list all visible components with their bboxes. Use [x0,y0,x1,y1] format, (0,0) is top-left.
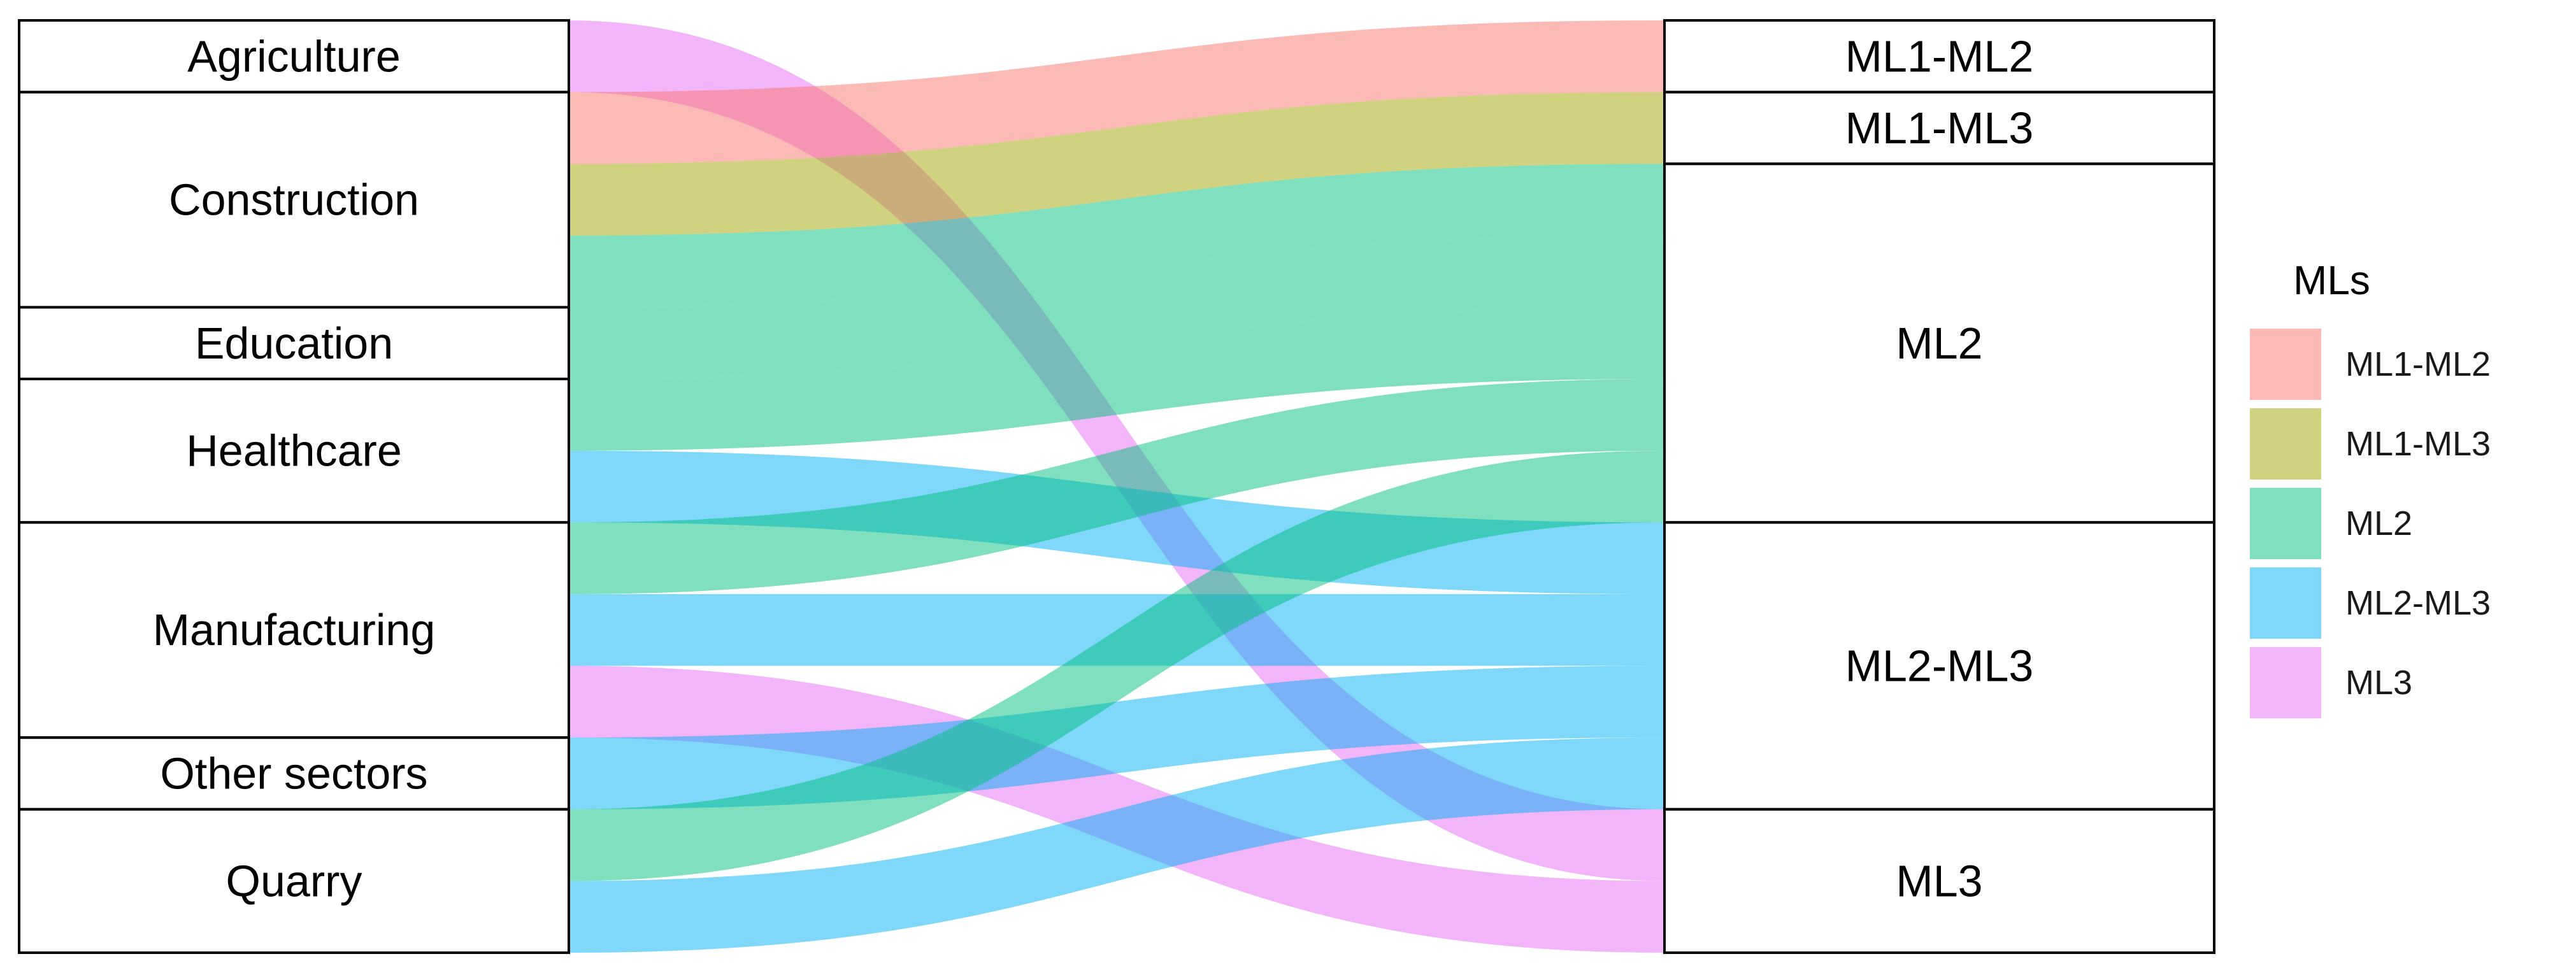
right-stratum-ml3 [1663,808,2215,955]
flow-education-to-ml2 [569,235,1664,380]
flow-healthcare-to-ml2 [569,307,1664,451]
right-axis-strata: ML1-ML2 ML1-ML3 ML2 ML2-ML3 ML3 [1663,19,2215,955]
left-stratum-label-other-sectors: Other sectors [160,748,427,798]
legend-key-ml2 [2250,488,2321,559]
right-stratum-label-ml2: ML2 [1896,318,1982,368]
legend-key-ml2-ml3 [2250,567,2321,639]
legend-key-ml1-ml2 [2250,329,2321,400]
legend-key-ml3 [2250,647,2321,718]
legend-title: MLs [2293,257,2370,303]
legend-label-ml2-ml3: ML2-ML3 [2345,584,2491,622]
flow-quarry-to-ml2 [569,450,1664,881]
flow-construction-to-ml1-ml3 [569,92,1664,236]
flow-manufacturing-to-ml2 [569,379,1664,594]
legend-key-ml1-ml3 [2250,408,2321,480]
legend-label-ml1-ml3: ML1-ML3 [2345,425,2491,463]
left-stratum-label-manufacturing: Manufacturing [153,605,436,655]
flow-construction-to-ml1-ml2 [569,20,1664,164]
right-stratum-label-ml3: ML3 [1896,856,1982,906]
left-stratum-label-quarry: Quarry [226,856,362,906]
flow-group [569,20,1664,953]
left-axis-strata: Agriculture Construction Education Healthca… [18,19,570,955]
flow-manufacturing-to-ml2-ml3 [569,594,1664,666]
left-stratum-label-agriculture: Agriculture [187,31,401,81]
legend-label-ml3: ML3 [2345,664,2412,702]
legend-label-ml2: ML2 [2345,504,2412,543]
left-stratum-quarry [18,808,570,955]
right-stratum-label-ml1-ml3: ML1-ML3 [1845,103,2034,153]
right-stratum-label-ml2-ml3: ML2-ML3 [1845,641,2034,691]
legend-label-ml1-ml2: ML1-ML2 [2345,345,2491,383]
flow-construction-to-ml2 [569,164,1664,308]
flow-quarry-to-ml2-ml3 [569,737,1664,953]
left-stratum-label-healthcare: Healthcare [186,426,402,476]
right-stratum-label-ml1-ml2: ML1-ML2 [1845,31,2034,81]
left-stratum-label-education: Education [195,318,393,368]
legend: MLs ML1-ML2 ML1-ML3 ML2 ML2-ML3 ML3 [2250,257,2491,718]
left-stratum-label-construction: Construction [169,175,419,225]
